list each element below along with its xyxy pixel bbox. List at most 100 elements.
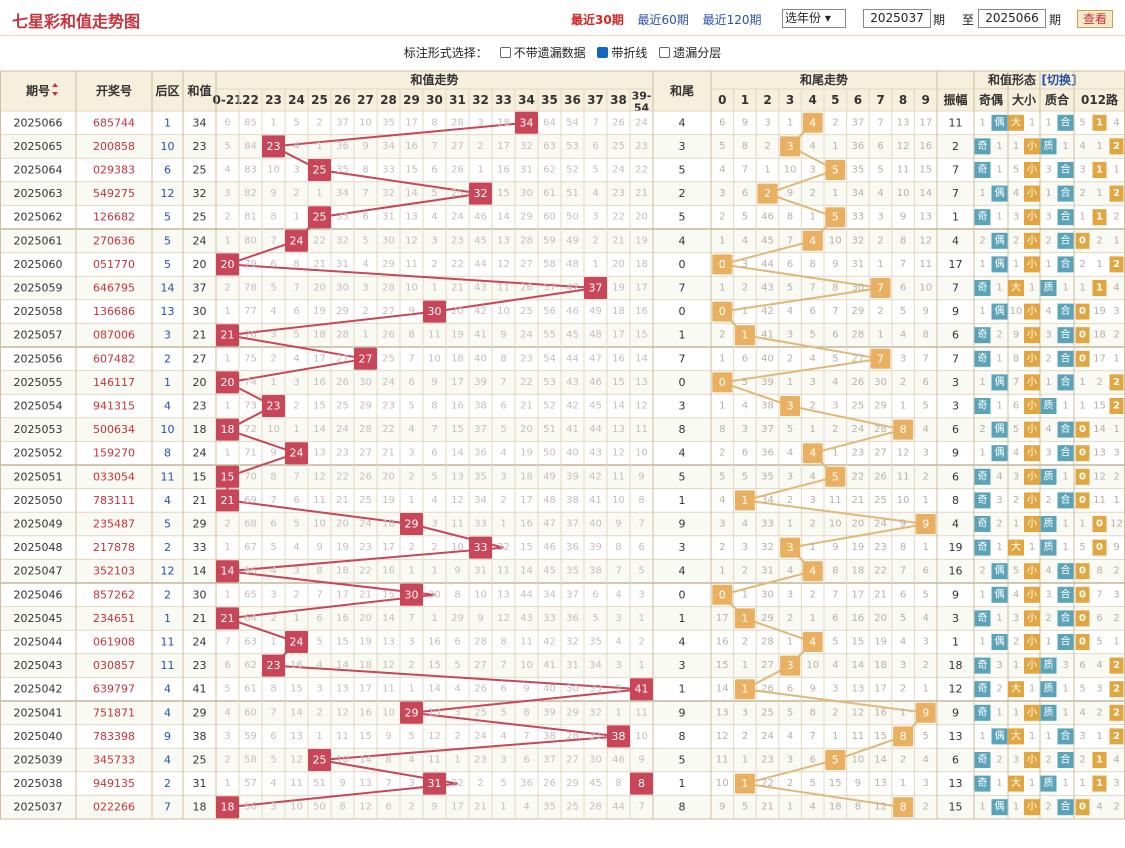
prime-composite-badge [1057,185,1074,202]
omission-value: 6 [270,259,276,270]
omission-value: 1 [832,188,838,199]
prime-composite-badge [1057,634,1074,650]
omission-value: 3 [1096,684,1102,695]
omission-value: 30 [589,755,602,766]
omission-value: 25 [451,188,464,199]
period-link-60[interactable]: 最近60期 [637,13,689,27]
big-small-badge [1024,516,1040,532]
omission-value: 5 [742,802,748,813]
omission-value: 4 [1079,141,1085,152]
period-link-30[interactable]: 最近30期 [571,13,624,27]
year-select[interactable]: 选年份 ▾ [782,9,846,28]
omission-value: 3 [500,471,506,482]
omission-value: 2 [1096,235,1102,246]
omission-value: 1 [270,117,276,128]
omission-value: 1 [1062,542,1068,553]
omission-value: 39 [566,471,579,482]
omission-value: 43 [589,448,602,459]
prime-composite-badge-text: 质 [1044,470,1054,482]
omission-value: 4 [719,495,725,506]
sum-hit-value: 8 [638,777,645,790]
checkbox-no-omission[interactable] [499,47,511,58]
omission-value: 28 [520,235,533,246]
tail-hit-value: 8 [900,730,907,743]
form-switch-link[interactable]: [切换] [1042,72,1077,87]
omission-value: 2 [996,684,1002,695]
omission-value: 11 [497,283,510,294]
amplitude-cell: 13 [949,730,963,743]
omission-value: 12 [897,141,910,152]
sort-icon[interactable] [52,83,58,96]
road-badge-text: 0 [1079,306,1086,317]
odd-even-badge [974,468,991,485]
omission-value: 28 [761,637,774,648]
big-small-badge-text: 小 [1027,211,1037,223]
option-polyline[interactable]: 带折线 [597,46,647,60]
omission-value: 51 [313,778,326,789]
sum-cell: 37 [193,282,207,295]
omission-value: 1 [719,401,725,412]
road-badge-text: 1 [1096,212,1103,223]
omission-value: 2 [719,212,725,223]
omission-value: 3 [810,165,816,176]
period-link-120[interactable]: 最近120期 [702,13,762,27]
omission-value: 11 [829,495,842,506]
omission-value: 50 [313,802,326,813]
omission-value: 75 [244,353,257,364]
option-no-omission[interactable]: 不带遗漏数据 [499,46,586,60]
tail-hit-value: 3 [787,400,794,413]
amplitude-cell: 6 [952,754,959,767]
tail-hit-value: 4 [809,565,816,578]
query-button[interactable]: 查看 [1077,10,1113,28]
omission-value: 5 [742,471,748,482]
omission-value: 1 [996,141,1002,152]
omission-value: 41 [589,495,602,506]
omission-value: 6 [719,117,725,128]
omission-value: 32 [566,637,579,648]
sum-bin-header: 27 [357,93,374,107]
checkbox-polyline[interactable] [597,47,609,58]
omission-value: 3 [270,802,276,813]
road-badge-text: 0 [1079,330,1086,341]
omission-value: 7 [615,566,621,577]
option-omission-layer-label: 遗漏分层 [673,46,722,60]
tail-hit-value: 8 [900,801,907,814]
from-period-input[interactable]: 2025037 [863,9,931,28]
to-period-input[interactable]: 2025066 [978,9,1046,28]
omission-value: 1 [877,259,883,270]
omission-value: 4 [1113,755,1119,766]
back-zone-cell: 2 [164,777,171,790]
omission-value: 28 [336,330,349,341]
tail-cell: 2 [679,187,686,200]
omission-value: 2 [454,731,460,742]
omission-value: 3 [996,660,1002,671]
option-omission-layer[interactable]: 遗漏分层 [659,46,721,60]
omission-value: 2 [638,637,644,648]
odd-even-badge-text: 奇 [978,776,988,789]
omission-value: 14 [1093,424,1106,435]
prime-composite-badge-text: 质 [1044,282,1054,294]
omission-value: 8 [615,778,621,789]
checkbox-omission-layer[interactable] [659,47,671,58]
big-small-badge-text: 大 [1011,281,1021,294]
omission-value: 24 [359,519,372,530]
omission-value: 10 [405,283,418,294]
omission-value: 19 [874,637,887,648]
sum-hit-marker [216,489,239,512]
omission-value: 20 [612,259,625,270]
prime-composite-badge [1040,539,1057,556]
tail-hit-marker [734,679,755,700]
odd-even-badge-text: 奇 [978,658,988,671]
omission-value: 8 [742,141,748,152]
omission-value: 12 [612,448,625,459]
tail-cell: 5 [679,211,686,224]
period-cell: 2025065 [14,140,63,153]
omission-value: 4 [810,802,816,813]
omission-value: 15 [852,637,865,648]
omission-value: 9 [523,684,529,695]
omission-value: 21 [451,283,464,294]
omission-value: 16 [428,637,441,648]
omission-value: 3 [787,471,793,482]
big-small-badge-text: 小 [1027,305,1037,317]
back-zone-cell: 3 [164,329,171,342]
